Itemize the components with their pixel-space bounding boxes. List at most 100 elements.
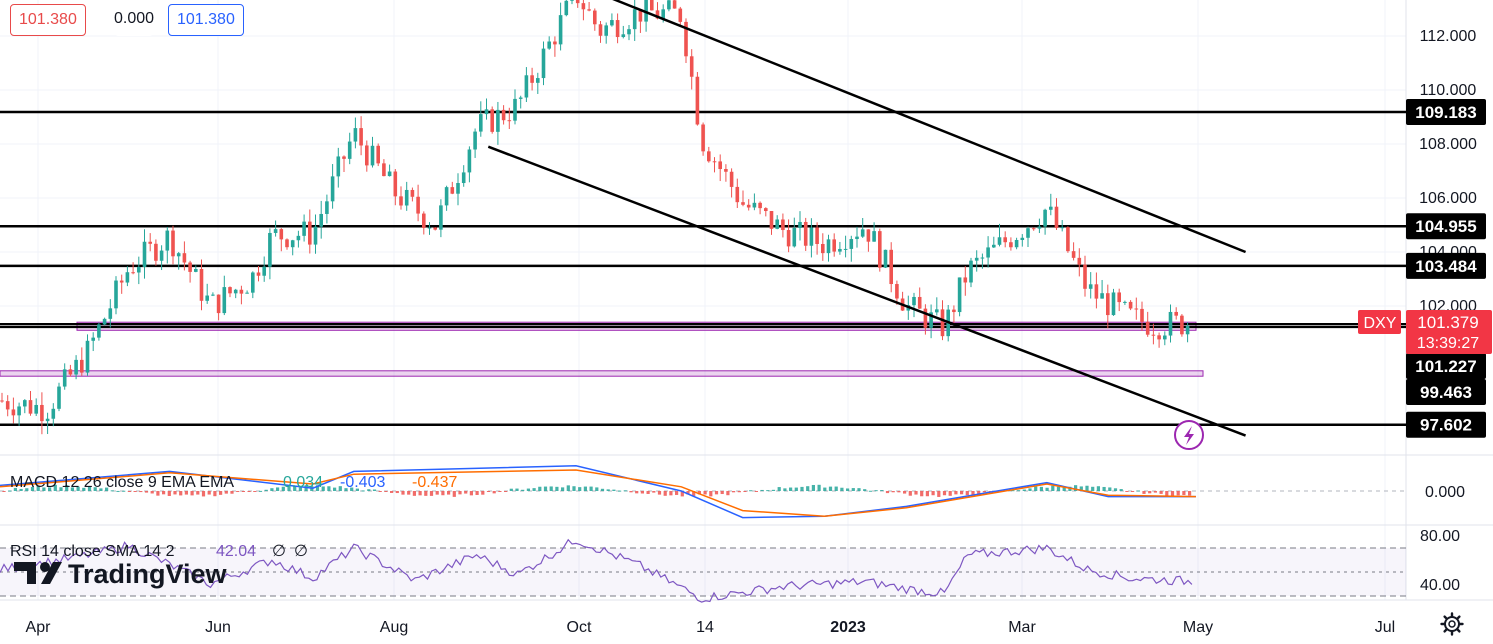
candle-down — [228, 287, 232, 294]
macd-histogram-bar — [806, 486, 810, 491]
candle-down — [393, 171, 398, 197]
macd-histogram-bar — [93, 487, 97, 491]
symbol-badge[interactable] — [1358, 310, 1401, 334]
price-value-right[interactable]: 101.380 — [168, 4, 244, 36]
candle-down — [940, 309, 945, 337]
rsi-legend[interactable]: RSI 14 close SMA 14 2 — [10, 543, 175, 560]
level-label-box[interactable] — [1406, 252, 1486, 279]
macd-histogram-bar — [578, 487, 582, 491]
level-label-box[interactable] — [1406, 379, 1486, 405]
price-value-left[interactable]: 101.380 — [10, 4, 86, 36]
rsi-pane[interactable] — [0, 538, 1406, 603]
time-tick-label[interactable]: Jun — [205, 619, 231, 636]
macd-histogram-bar — [903, 491, 907, 494]
trendline[interactable] — [487, 145, 1247, 437]
candle-down — [1180, 315, 1184, 335]
support-zone[interactable] — [0, 370, 1204, 377]
horizontal-levels[interactable] — [0, 110, 1406, 426]
macd-histogram-bar — [441, 491, 445, 496]
time-axis[interactable]: Apr Jun Aug Oct 14 2023 Mar May Jul — [26, 619, 1396, 636]
candle-down — [769, 211, 774, 229]
macd-histogram-bar — [840, 487, 844, 491]
level-label-box[interactable] — [1406, 99, 1486, 126]
candle-up — [57, 386, 61, 409]
macd-histogram-bar — [766, 490, 770, 492]
macd-histogram-bar — [1028, 488, 1032, 491]
candle-up — [313, 226, 318, 245]
candle-up — [34, 404, 38, 414]
time-tick-label[interactable]: Mar — [1008, 619, 1036, 636]
macd-histogram-bar — [173, 491, 177, 495]
macd-histogram-bar — [144, 491, 149, 493]
time-tick-label[interactable]: 2023 — [830, 619, 866, 636]
macd-histogram-bar — [965, 491, 969, 496]
candle-up — [1163, 335, 1167, 340]
level-label[interactable]: 103.484 — [1415, 257, 1477, 276]
macd-pane[interactable] — [0, 465, 1406, 519]
symbol-label[interactable]: DXY — [1364, 315, 1397, 332]
price-axis[interactable]: 112.000110.000108.000106.000104.000102.0… — [1358, 28, 1492, 594]
time-tick-label[interactable]: Jul — [1375, 619, 1395, 636]
candle-up — [1020, 237, 1025, 241]
trendline[interactable] — [611, 0, 1247, 254]
macd-histogram-bar — [868, 490, 872, 492]
gear-icon[interactable] — [1440, 612, 1464, 636]
candle-up — [518, 97, 523, 99]
candle-down — [707, 151, 711, 162]
time-tick-label[interactable]: 14 — [696, 619, 714, 636]
macd-histogram-bar — [207, 491, 211, 495]
macd-histogram-bar — [150, 491, 154, 494]
macd-histogram-bar — [1108, 487, 1112, 491]
candle-down — [199, 268, 204, 301]
candle-down — [239, 289, 244, 294]
macd-histogram-bar — [982, 491, 986, 493]
macd-histogram-bar — [1136, 490, 1140, 492]
time-tick-label[interactable]: Oct — [567, 619, 592, 636]
candle-down — [422, 213, 426, 228]
candle-up — [17, 406, 21, 416]
macd-histogram-bar — [36, 485, 40, 491]
candle-up — [547, 41, 551, 49]
macd-histogram-bar — [515, 488, 519, 491]
level-label-box[interactable] — [1406, 353, 1486, 379]
current-price-label[interactable]: 101.379 — [1417, 313, 1478, 332]
macd-histogram-bar — [435, 491, 439, 495]
macd-histogram-bar — [714, 491, 719, 495]
level-label-box[interactable] — [1406, 411, 1486, 438]
lightning-icon[interactable] — [1174, 420, 1204, 450]
time-tick-label[interactable]: Aug — [380, 619, 408, 636]
time-tick-label[interactable]: May — [1183, 619, 1213, 636]
macd-histogram-bar — [390, 491, 394, 493]
candle-down — [1083, 264, 1087, 289]
level-label[interactable]: 104.955 — [1415, 217, 1476, 236]
candle-up — [137, 266, 141, 273]
candle-down — [530, 75, 534, 83]
candle-up — [302, 221, 306, 236]
macd-histogram-bar — [475, 491, 479, 495]
candle-down — [1140, 308, 1144, 322]
current-price-box[interactable] — [1406, 310, 1492, 354]
candle-down — [148, 241, 152, 244]
tradingview-logo[interactable]: TradingView — [14, 559, 228, 589]
countdown-label[interactable]: 13:39:27 — [1417, 335, 1479, 352]
macd-histogram-bar — [789, 487, 793, 491]
level-label[interactable]: 101.227 — [1415, 357, 1476, 376]
trendlines[interactable] — [487, 0, 1247, 437]
level-label-box[interactable] — [1406, 213, 1486, 240]
level-label[interactable]: 99.463 — [1420, 383, 1472, 402]
level-label[interactable]: 109.183 — [1415, 103, 1476, 122]
candle-up — [222, 287, 227, 314]
candle-down — [638, 9, 643, 22]
macd-histogram-bar — [1045, 487, 1049, 491]
macd-histogram-bar — [179, 491, 183, 496]
candle-down — [1145, 321, 1150, 335]
macd-histogram-bar — [931, 491, 935, 496]
macd-legend[interactable]: MACD 12 26 close 9 EMA EMA — [10, 474, 234, 491]
level-label[interactable]: 97.602 — [1420, 416, 1472, 435]
candle-up — [1185, 325, 1190, 335]
time-tick-label[interactable]: Apr — [26, 619, 52, 636]
macd-histogram-bar — [891, 491, 895, 493]
macd-histogram-bar — [338, 486, 342, 491]
candle-down — [433, 227, 437, 230]
